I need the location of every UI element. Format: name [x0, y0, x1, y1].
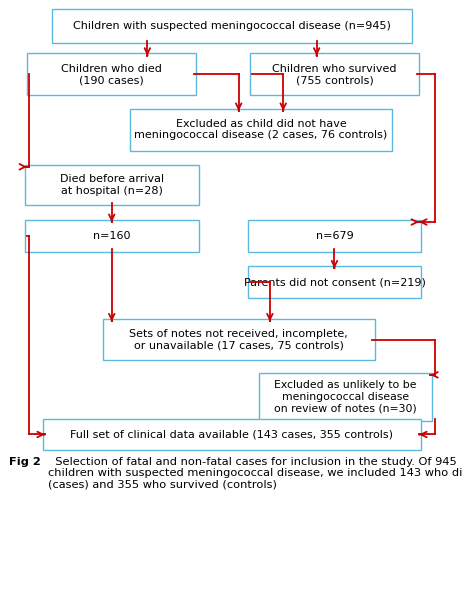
Text: n=679: n=679 [315, 231, 352, 241]
FancyBboxPatch shape [247, 220, 420, 252]
Text: Children with suspected meningococcal disease (n=945): Children with suspected meningococcal di… [73, 21, 390, 31]
Text: Sets of notes not received, incomplete,
or unavailable (17 cases, 75 controls): Sets of notes not received, incomplete, … [129, 329, 347, 350]
Text: Excluded as unlikely to be
meningococcal disease
on review of notes (n=30): Excluded as unlikely to be meningococcal… [274, 380, 416, 413]
FancyBboxPatch shape [103, 319, 374, 360]
Text: Selection of fatal and non-fatal cases for inclusion in the study. Of 945
childr: Selection of fatal and non-fatal cases f… [48, 457, 463, 490]
FancyBboxPatch shape [25, 165, 198, 205]
Text: Children who survived
(755 controls): Children who survived (755 controls) [272, 64, 396, 85]
Text: Full set of clinical data available (143 cases, 355 controls): Full set of clinical data available (143… [70, 430, 393, 439]
FancyBboxPatch shape [51, 8, 412, 43]
FancyBboxPatch shape [258, 373, 432, 421]
Text: Fig 2: Fig 2 [9, 457, 41, 467]
FancyBboxPatch shape [27, 53, 196, 96]
Text: Parents did not consent (n=219): Parents did not consent (n=219) [243, 277, 425, 287]
FancyBboxPatch shape [43, 419, 420, 450]
FancyBboxPatch shape [249, 53, 418, 96]
FancyBboxPatch shape [247, 266, 420, 298]
FancyBboxPatch shape [25, 220, 198, 252]
Text: Excluded as child did not have
meningococcal disease (2 cases, 76 controls): Excluded as child did not have meningoco… [134, 119, 387, 141]
Text: Died before arrival
at hospital (n=28): Died before arrival at hospital (n=28) [60, 174, 163, 196]
Text: n=160: n=160 [93, 231, 130, 241]
Text: Children who died
(190 cases): Children who died (190 cases) [61, 64, 162, 85]
FancyBboxPatch shape [129, 109, 392, 151]
